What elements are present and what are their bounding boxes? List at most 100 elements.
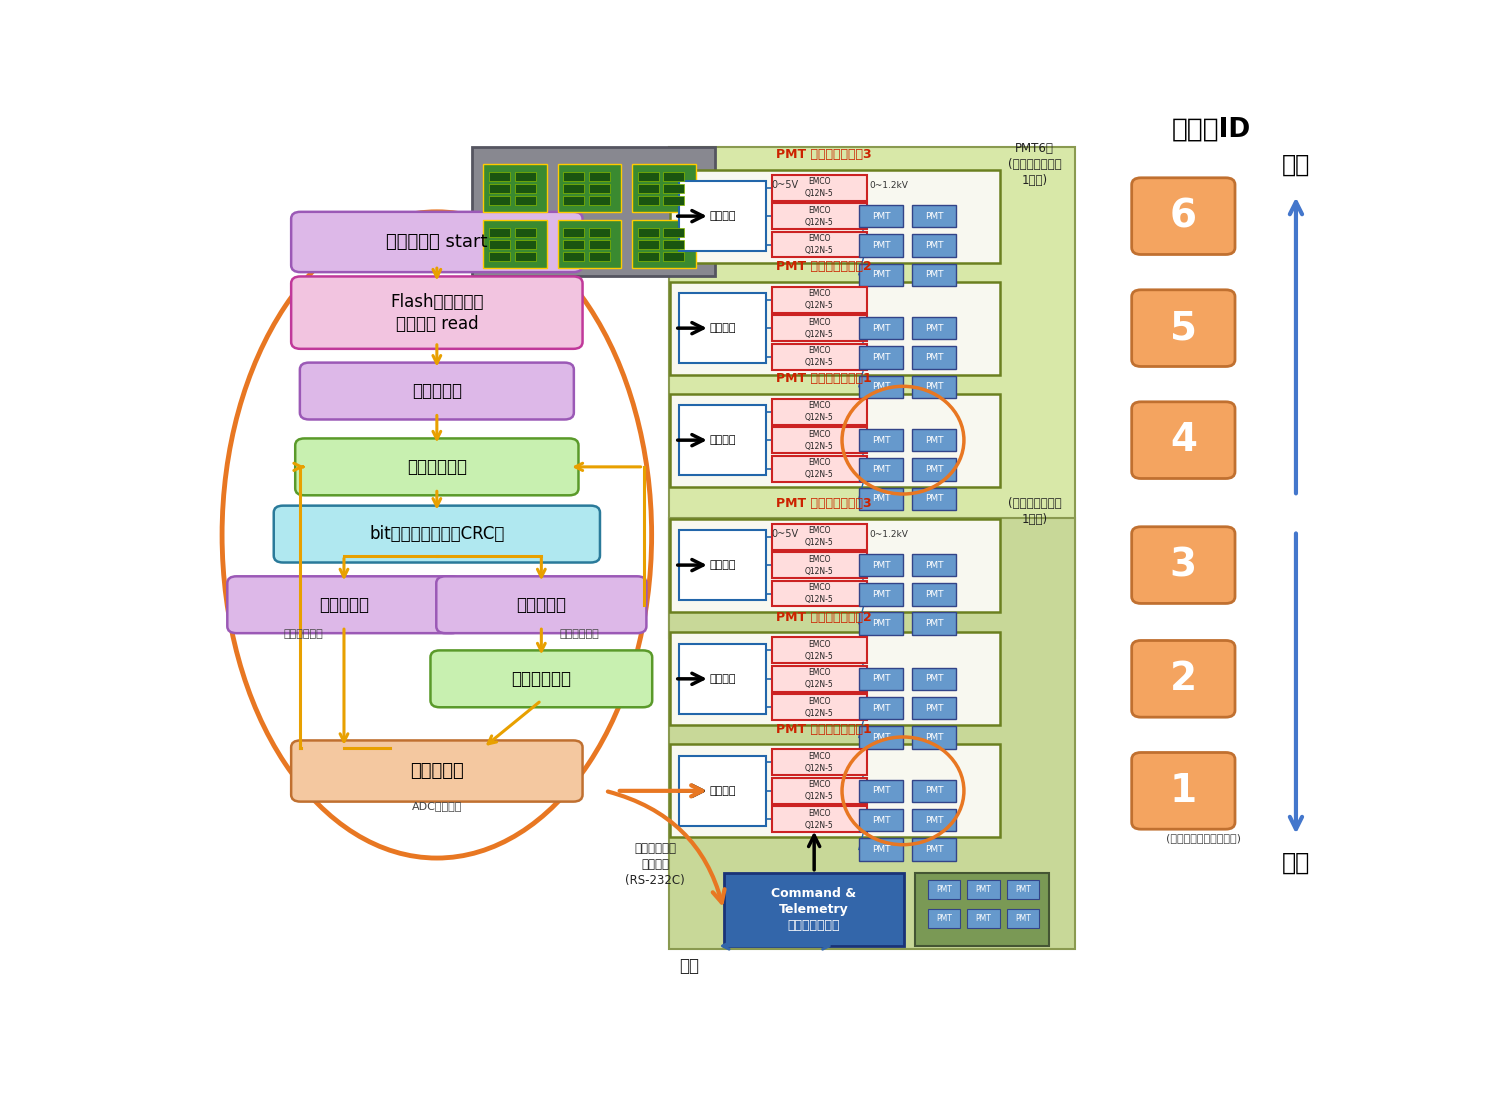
Text: EMCO: EMCO: [807, 809, 830, 818]
FancyBboxPatch shape: [1131, 290, 1234, 367]
FancyBboxPatch shape: [858, 668, 903, 690]
Text: EMCO: EMCO: [807, 177, 830, 186]
Text: 地上: 地上: [679, 957, 698, 975]
FancyBboxPatch shape: [771, 778, 867, 803]
FancyBboxPatch shape: [912, 429, 956, 451]
Text: マイコン: マイコン: [709, 786, 736, 796]
Text: 1: 1: [1170, 772, 1197, 810]
FancyBboxPatch shape: [1131, 178, 1234, 254]
Text: PMT: PMT: [872, 466, 890, 474]
FancyBboxPatch shape: [589, 241, 610, 248]
FancyBboxPatch shape: [724, 873, 903, 946]
Text: PMT: PMT: [926, 435, 944, 444]
FancyBboxPatch shape: [638, 172, 659, 181]
FancyBboxPatch shape: [912, 346, 956, 368]
Text: PMT: PMT: [872, 323, 890, 332]
FancyBboxPatch shape: [858, 459, 903, 481]
Text: PMT: PMT: [872, 211, 890, 220]
FancyBboxPatch shape: [912, 668, 956, 690]
FancyBboxPatch shape: [563, 252, 584, 261]
FancyBboxPatch shape: [589, 196, 610, 205]
Text: EMCO: EMCO: [807, 555, 830, 564]
Text: PMT 高電圧供給基朆1: PMT 高電圧供給基朆1: [776, 373, 872, 385]
Text: Q12N-5: Q12N-5: [804, 189, 834, 198]
FancyBboxPatch shape: [557, 219, 622, 267]
Text: PMT: PMT: [926, 352, 944, 361]
Text: PMT: PMT: [926, 816, 944, 825]
FancyBboxPatch shape: [291, 741, 583, 801]
Text: bit落ちチェック（CRC）: bit落ちチェック（CRC）: [369, 525, 505, 543]
FancyBboxPatch shape: [858, 488, 903, 510]
FancyBboxPatch shape: [488, 185, 509, 192]
Text: PMT: PMT: [926, 211, 944, 220]
FancyBboxPatch shape: [912, 234, 956, 256]
Text: EMCO: EMCO: [807, 697, 830, 706]
FancyBboxPatch shape: [679, 405, 765, 476]
Text: 下流に送信: 下流に送信: [517, 595, 566, 613]
Text: 上流から受信: 上流から受信: [407, 458, 467, 476]
FancyBboxPatch shape: [912, 780, 956, 802]
Text: 下流から受信: 下流から受信: [511, 670, 571, 688]
Text: PMT 高電圧供給基朆3: PMT 高電圧供給基朆3: [776, 498, 872, 510]
Text: PMT 高電圧供給基朆1: PMT 高電圧供給基朆1: [776, 723, 872, 736]
FancyBboxPatch shape: [515, 241, 536, 248]
Text: 4: 4: [1170, 421, 1197, 459]
FancyBboxPatch shape: [1131, 640, 1234, 717]
FancyBboxPatch shape: [484, 219, 547, 267]
FancyBboxPatch shape: [589, 252, 610, 261]
FancyBboxPatch shape: [771, 581, 867, 606]
Text: Q12N-5: Q12N-5: [804, 595, 834, 604]
Text: EMCO: EMCO: [807, 668, 830, 677]
FancyBboxPatch shape: [912, 809, 956, 831]
FancyBboxPatch shape: [484, 163, 547, 211]
Text: EMCO: EMCO: [807, 430, 830, 439]
Text: PMT 高電圧供給基朆2: PMT 高電圧供給基朆2: [776, 611, 872, 624]
FancyBboxPatch shape: [771, 427, 867, 453]
Text: PMT: PMT: [936, 885, 953, 894]
FancyBboxPatch shape: [670, 744, 1001, 837]
FancyBboxPatch shape: [771, 398, 867, 424]
FancyBboxPatch shape: [632, 219, 695, 267]
FancyBboxPatch shape: [670, 148, 1076, 638]
FancyBboxPatch shape: [912, 205, 956, 227]
FancyBboxPatch shape: [632, 163, 695, 211]
FancyBboxPatch shape: [670, 518, 1001, 612]
Text: PMT: PMT: [1016, 914, 1031, 923]
Text: マイコン: マイコン: [709, 674, 736, 684]
Text: PMT: PMT: [926, 561, 944, 570]
Text: PMT: PMT: [926, 619, 944, 628]
FancyBboxPatch shape: [858, 554, 903, 576]
Text: EMCO: EMCO: [807, 289, 830, 298]
FancyBboxPatch shape: [488, 252, 509, 261]
Text: Q12N-5: Q12N-5: [804, 652, 834, 661]
FancyBboxPatch shape: [274, 506, 601, 563]
Text: PMT: PMT: [872, 383, 890, 392]
FancyBboxPatch shape: [563, 185, 584, 192]
Text: PMT 高電圧供給基朆3: PMT 高電圧供給基朆3: [776, 149, 872, 161]
FancyBboxPatch shape: [679, 181, 765, 252]
FancyBboxPatch shape: [679, 529, 765, 601]
FancyBboxPatch shape: [670, 632, 1001, 725]
FancyBboxPatch shape: [858, 264, 903, 286]
Text: 電圧変更のみ: 電圧変更のみ: [560, 629, 599, 639]
FancyBboxPatch shape: [1007, 881, 1040, 900]
Text: PMT: PMT: [926, 675, 944, 684]
FancyBboxPatch shape: [557, 163, 622, 211]
FancyBboxPatch shape: [915, 873, 1049, 946]
FancyBboxPatch shape: [927, 909, 960, 928]
Text: PMT: PMT: [926, 590, 944, 599]
FancyBboxPatch shape: [589, 172, 610, 181]
Text: PMT: PMT: [872, 241, 890, 250]
FancyBboxPatch shape: [912, 554, 956, 576]
FancyBboxPatch shape: [563, 241, 584, 248]
Text: PMT: PMT: [872, 704, 890, 713]
Text: 命令・データ
の送受信
(RS-232C): 命令・データ の送受信 (RS-232C): [625, 843, 685, 887]
FancyBboxPatch shape: [295, 439, 578, 496]
Text: PMT: PMT: [872, 270, 890, 280]
FancyBboxPatch shape: [488, 241, 509, 248]
Text: PMT: PMT: [936, 914, 953, 923]
FancyBboxPatch shape: [771, 344, 867, 369]
Text: EMCO: EMCO: [807, 234, 830, 243]
Text: 電圧の印加: 電圧の印加: [412, 382, 461, 401]
Text: Q12N-5: Q12N-5: [804, 246, 834, 255]
